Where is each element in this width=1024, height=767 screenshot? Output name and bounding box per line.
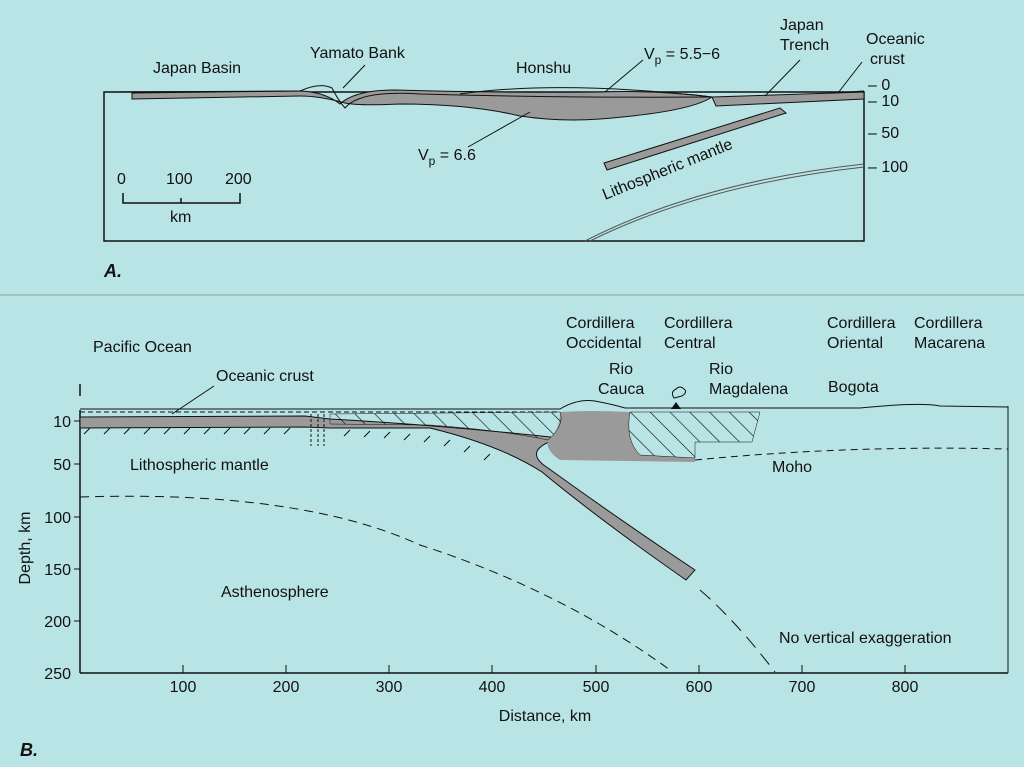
- panel-a: Japan Basin Yamato Bank Honshu Vp = 5.5−…: [103, 17, 925, 281]
- scale-bar: 0 100 200 km: [117, 171, 252, 226]
- leader-vp-upper: [604, 59, 644, 93]
- label-cordillera-central-1: Cordillera: [664, 315, 733, 332]
- label-pacific-ocean: Pacific Ocean: [93, 339, 192, 356]
- slab-continuation: [699, 589, 776, 673]
- scale-bar-unit: km: [170, 209, 191, 226]
- label-moho: Moho: [772, 459, 812, 476]
- y-axis-label: Depth, km: [17, 512, 34, 585]
- label-rio-cauca-1: Rio: [609, 361, 633, 378]
- label-cordillera-occidental-2: Occidental: [566, 335, 642, 352]
- y-tick-250: 250: [44, 666, 71, 683]
- label-yamato-bank: Yamato Bank: [310, 45, 406, 62]
- depth-tick-a-0: – 0: [868, 77, 890, 94]
- panel-b: Pacific Ocean Oceanic crust Lithospheric…: [17, 315, 1009, 760]
- y-tick-200: 200: [44, 614, 71, 631]
- label-vp-lower: Vp = 6.6: [418, 147, 476, 168]
- panel-b-letter: B.: [20, 740, 38, 760]
- x-tick-200: 200: [273, 679, 300, 696]
- leader-trench: [764, 59, 801, 97]
- scale-bar-tick-0: 0: [117, 171, 126, 188]
- subducting-oceanic-slab: [79, 415, 696, 581]
- label-rio-magdalena-1: Rio: [709, 361, 733, 378]
- leader-oceanic-crust-b: [171, 385, 215, 415]
- volcano-plume: [671, 386, 687, 399]
- label-asthenosphere: Asthenosphere: [221, 584, 329, 601]
- x-tick-600: 600: [686, 679, 713, 696]
- x-axis-label: Distance, km: [499, 708, 591, 725]
- leader-yamato: [342, 64, 366, 89]
- label-rio-cauca-2: Cauca: [598, 381, 644, 398]
- label-japan: Japan: [780, 17, 824, 34]
- label-cordillera-macarena-1: Cordillera: [914, 315, 983, 332]
- topography-line: [103, 85, 865, 109]
- y-axis-ticks: 10 50 100 150 200 250: [44, 414, 80, 683]
- label-crust: crust: [870, 51, 905, 68]
- y-tick-150: 150: [44, 562, 71, 579]
- depth-tick-a-50: – 50: [868, 125, 899, 142]
- x-tick-300: 300: [376, 679, 403, 696]
- depth-tick-a-100: – 100: [868, 159, 908, 176]
- fault-lines: [310, 414, 325, 446]
- label-oceanic-crust: Oceanic crust: [216, 368, 314, 385]
- label-cordillera-oriental-1: Cordillera: [827, 315, 896, 332]
- label-honshu: Honshu: [516, 60, 571, 77]
- label-cordillera-oriental-2: Oriental: [827, 335, 883, 352]
- honshu-upper-layer: [459, 87, 713, 98]
- x-tick-400: 400: [479, 679, 506, 696]
- x-tick-800: 800: [892, 679, 919, 696]
- leader-vp-lower: [467, 111, 531, 148]
- x-axis-ticks: 100 200 300 400 500 600 700 800: [170, 665, 919, 696]
- x-tick-500: 500: [583, 679, 610, 696]
- depth-tick-a-10: – 10: [868, 93, 899, 110]
- moho-line: [694, 447, 1009, 461]
- volcano-symbol: [671, 402, 681, 409]
- leader-oceanic: [837, 61, 863, 94]
- y-tick-10: 10: [53, 414, 71, 431]
- label-trench: Trench: [780, 37, 829, 54]
- label-cordillera-occidental-1: Cordillera: [566, 315, 635, 332]
- y-tick-100: 100: [44, 510, 71, 527]
- subducting-slab: [603, 107, 788, 171]
- label-cordillera-central-2: Central: [664, 335, 716, 352]
- crust-band: [131, 89, 714, 121]
- x-tick-100: 100: [170, 679, 197, 696]
- label-vp-upper: Vp = 5.5−6: [644, 46, 720, 67]
- continental-crust-hatched: [628, 411, 761, 459]
- label-cordillera-macarena-2: Macarena: [914, 335, 985, 352]
- y-tick-50: 50: [53, 457, 71, 474]
- label-rio-magdalena-2: Magdalena: [709, 381, 788, 398]
- label-japan-basin: Japan Basin: [153, 60, 241, 77]
- land-surface: [80, 400, 1009, 410]
- slab-base-ticks: [83, 427, 491, 461]
- panel-a-letter: A.: [103, 261, 122, 281]
- label-oceanic: Oceanic: [866, 31, 925, 48]
- lab-boundary: [79, 495, 671, 671]
- asthenosphere-boundary: [584, 163, 865, 242]
- asthenosphere-boundary-inner: [589, 166, 865, 242]
- oceanic-crust-slab: [711, 91, 865, 107]
- label-lithospheric-mantle-b: Lithospheric mantle: [130, 457, 269, 474]
- scale-bar-tick-200: 200: [225, 171, 252, 188]
- crustal-root: [547, 411, 695, 462]
- scale-bar-tick-100: 100: [166, 171, 193, 188]
- accretionary-wedge: [329, 411, 562, 441]
- label-no-vertical-exaggeration: No vertical exaggeration: [779, 630, 952, 647]
- label-bogota: Bogota: [828, 379, 879, 396]
- x-tick-700: 700: [789, 679, 816, 696]
- panel-a-frame: [103, 91, 865, 242]
